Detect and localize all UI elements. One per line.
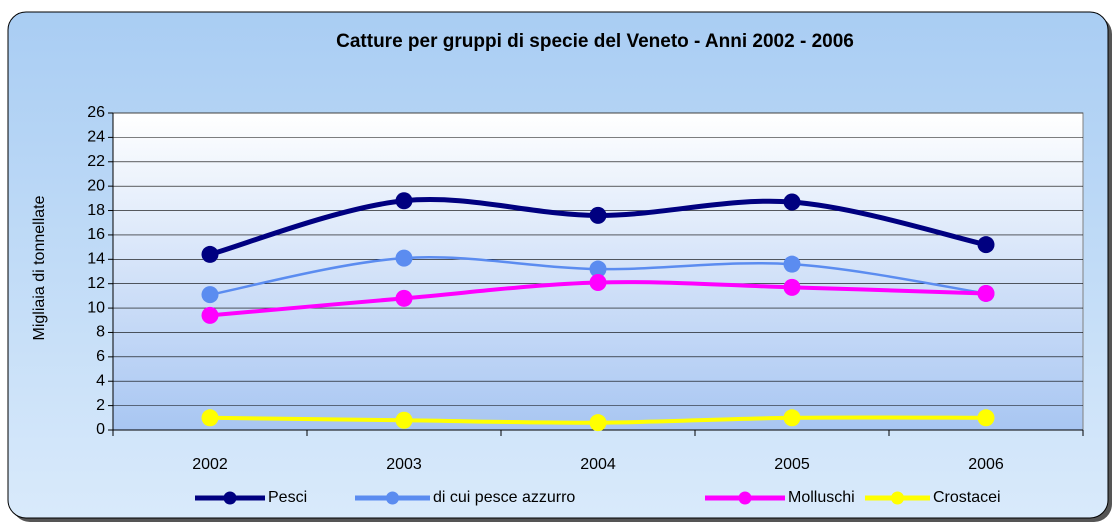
data-point [589, 206, 607, 224]
y-tick-label: 26 [87, 104, 105, 121]
x-tick-label: 2003 [386, 456, 422, 473]
y-tick-label: 0 [96, 421, 105, 438]
y-tick-label: 22 [87, 153, 105, 170]
x-tick-label: 2006 [968, 456, 1004, 473]
legend-label: Molluschi [788, 489, 855, 506]
legend-marker [386, 491, 399, 505]
data-point [783, 255, 801, 273]
y-tick-label: 12 [87, 275, 105, 292]
x-tick-label: 2005 [774, 456, 810, 473]
legend-marker [891, 491, 904, 505]
data-point [783, 278, 801, 296]
data-point [977, 284, 995, 302]
y-tick-label: 20 [87, 177, 105, 194]
y-axis-label: Migliaia di tonnellate [31, 195, 48, 340]
x-tick-label: 2004 [580, 456, 616, 473]
data-point [977, 236, 995, 254]
y-tick-label: 24 [87, 129, 105, 146]
data-point [201, 306, 219, 324]
y-tick-label: 10 [87, 299, 105, 316]
data-point [783, 193, 801, 211]
data-point [395, 192, 413, 210]
data-point [589, 273, 607, 291]
y-tick-label: 4 [96, 372, 105, 389]
data-point [395, 411, 413, 429]
data-point [783, 409, 801, 427]
data-point [589, 414, 607, 432]
y-tick-label: 8 [96, 324, 105, 341]
legend-marker [223, 491, 237, 505]
data-point [589, 260, 607, 278]
chart-title: Catture per gruppi di specie del Veneto … [336, 31, 854, 52]
legend-label: di cui pesce azzurro [433, 489, 575, 506]
y-tick-label: 14 [87, 251, 105, 268]
legend-label: Pesci [268, 489, 307, 506]
y-tick-label: 6 [96, 348, 105, 365]
y-tick-label: 2 [96, 397, 105, 414]
y-tick-label: 18 [87, 202, 105, 219]
legend-marker [738, 491, 752, 505]
data-point [395, 249, 413, 267]
data-point [395, 289, 413, 307]
data-point [201, 286, 219, 304]
x-tick-label: 2002 [192, 456, 228, 473]
data-point [977, 409, 995, 427]
legend-label: Crostacei [933, 489, 1001, 506]
y-tick-label: 16 [87, 226, 105, 243]
data-point [201, 245, 219, 263]
data-point [201, 409, 219, 427]
